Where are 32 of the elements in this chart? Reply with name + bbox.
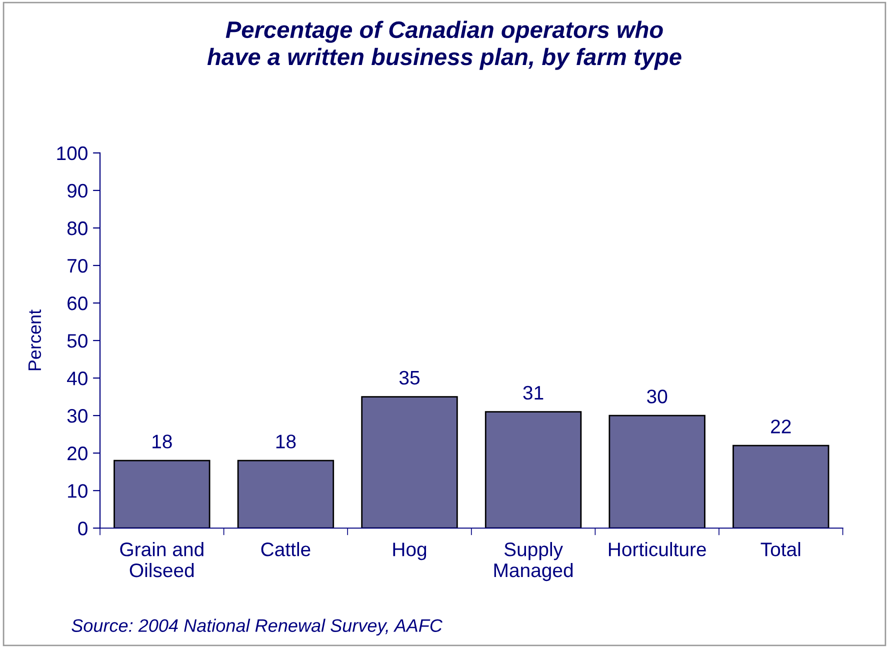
bar (361, 396, 458, 528)
data-label: 18 (276, 434, 296, 448)
bar (732, 444, 830, 528)
y-tick-label: 70 (68, 258, 88, 273)
bar (114, 460, 210, 528)
y-tick-label: 40 (67, 372, 88, 386)
y-tick-label: 20 (68, 446, 88, 460)
data-label: 31 (523, 386, 544, 400)
bar (237, 460, 334, 528)
data-label: 18 (152, 434, 172, 448)
bar (608, 414, 706, 528)
y-tick-label: 80 (67, 221, 88, 236)
source-note: Source: 2004 National Renewal Survey, AAFC (72, 618, 443, 636)
chart-title: Percentage of Canadian operators who have a written business plan, by farm type (207, 20, 682, 70)
x-tick-label: Total (760, 542, 800, 556)
bar (484, 411, 582, 528)
x-tick-label: Cattle (261, 542, 310, 556)
y-tick-label: 60 (68, 296, 88, 310)
y-axis-title: Percent (28, 310, 42, 370)
y-tick-label: 30 (67, 409, 88, 423)
x-tick-label: Supply Managed (494, 542, 573, 582)
data-label: 30 (647, 390, 668, 404)
y-tick-label: 10 (68, 484, 88, 498)
y-tick-label: 100 (57, 146, 88, 160)
data-label: 35 (399, 370, 420, 385)
data-label: 22 (771, 420, 791, 434)
y-tick-label: 0 (78, 522, 88, 536)
y-tick-label: 50 (67, 334, 88, 348)
x-tick-label: Hog (393, 542, 426, 560)
y-tick-label: 90 (67, 184, 88, 198)
x-tick-label: Horticulture (608, 542, 706, 556)
x-tick-label: Grain and Oilseed (120, 542, 204, 578)
